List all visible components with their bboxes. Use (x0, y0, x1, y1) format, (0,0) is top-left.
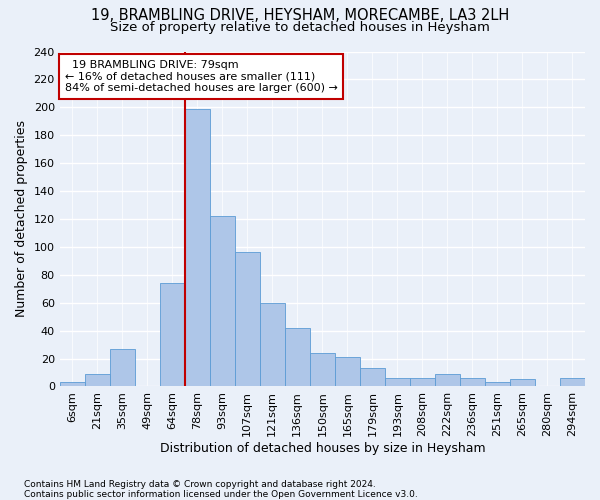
Bar (85, 374, 110, 386)
Text: 19, BRAMBLING DRIVE, HEYSHAM, MORECAMBE, LA3 2LH: 19, BRAMBLING DRIVE, HEYSHAM, MORECAMBE,… (91, 8, 509, 22)
Bar (110, 349, 135, 387)
Bar (260, 302, 285, 386)
Bar (360, 368, 385, 386)
Bar (310, 353, 335, 386)
Bar (560, 378, 585, 386)
Bar (235, 252, 260, 386)
Bar (210, 216, 235, 386)
Text: Contains HM Land Registry data © Crown copyright and database right 2024.: Contains HM Land Registry data © Crown c… (24, 480, 376, 489)
Bar (285, 328, 310, 386)
Bar (385, 378, 410, 386)
Bar (410, 378, 435, 386)
Bar (185, 108, 210, 386)
Bar (485, 382, 510, 386)
Y-axis label: Number of detached properties: Number of detached properties (15, 120, 28, 318)
Bar (435, 374, 460, 386)
Bar (335, 357, 360, 386)
Text: Size of property relative to detached houses in Heysham: Size of property relative to detached ho… (110, 21, 490, 34)
Bar (460, 378, 485, 386)
X-axis label: Distribution of detached houses by size in Heysham: Distribution of detached houses by size … (160, 442, 485, 455)
Text: 19 BRAMBLING DRIVE: 79sqm
← 16% of detached houses are smaller (111)
84% of semi: 19 BRAMBLING DRIVE: 79sqm ← 16% of detac… (65, 60, 338, 93)
Bar (59, 382, 85, 386)
Bar (160, 283, 185, 387)
Text: Contains public sector information licensed under the Open Government Licence v3: Contains public sector information licen… (24, 490, 418, 499)
Bar (510, 380, 535, 386)
